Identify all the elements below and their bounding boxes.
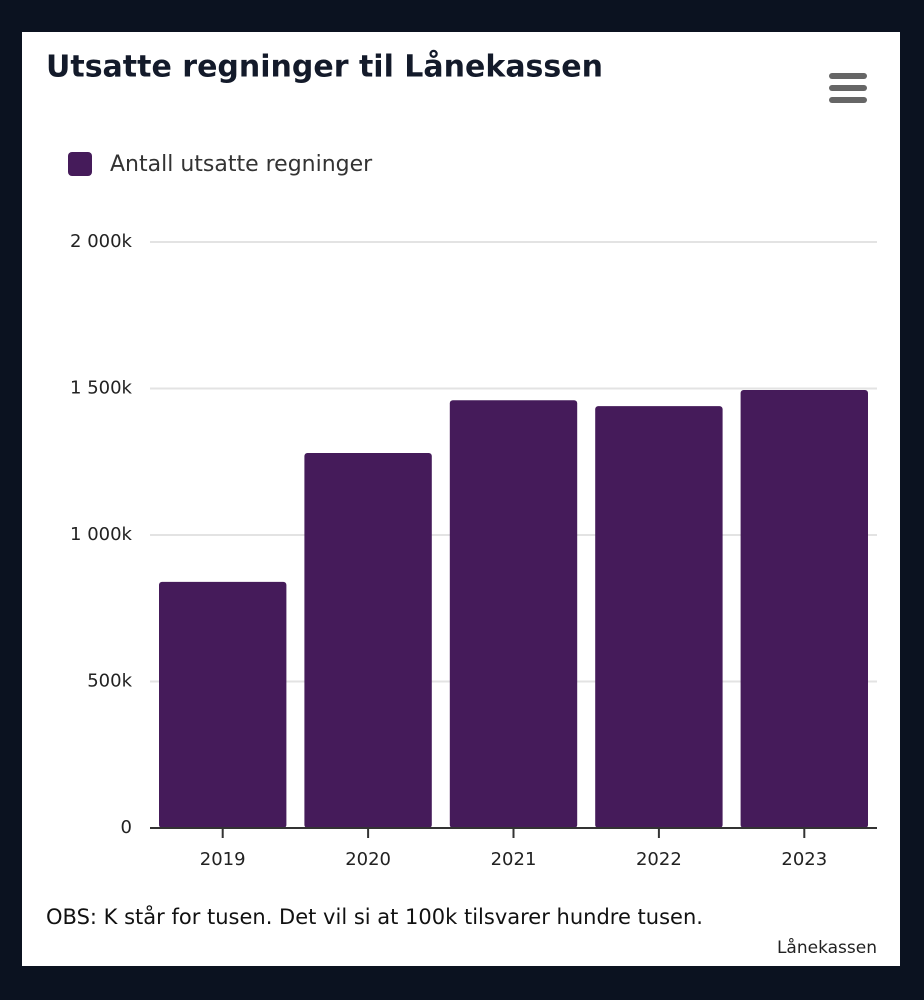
credit: Lånekassen bbox=[777, 937, 877, 958]
legend-swatch bbox=[68, 152, 92, 176]
x-tick-label: 2022 bbox=[636, 849, 682, 870]
caption: OBS: K står for tusen. Det vil si at 100… bbox=[46, 904, 703, 929]
chart-title: Utsatte regninger til Lånekassen bbox=[46, 49, 603, 85]
bar bbox=[159, 581, 287, 828]
y-tick-label: 500k bbox=[87, 671, 132, 692]
bar bbox=[595, 406, 723, 828]
y-tick-label: 1 500k bbox=[70, 378, 133, 399]
x-tick-label: 2023 bbox=[781, 849, 827, 870]
y-tick-label: 0 bbox=[121, 817, 132, 838]
bar bbox=[304, 452, 432, 828]
menu-button[interactable] bbox=[829, 73, 867, 103]
bar bbox=[449, 400, 578, 828]
x-tick-label: 2020 bbox=[345, 849, 391, 870]
y-tick-label: 1 000k bbox=[70, 524, 133, 545]
bar bbox=[740, 389, 868, 828]
y-tick-label: 2 000k bbox=[70, 231, 133, 252]
x-tick-label: 2019 bbox=[200, 849, 246, 870]
legend-label: Antall utsatte regninger bbox=[110, 152, 373, 177]
x-tick-label: 2021 bbox=[491, 849, 537, 870]
